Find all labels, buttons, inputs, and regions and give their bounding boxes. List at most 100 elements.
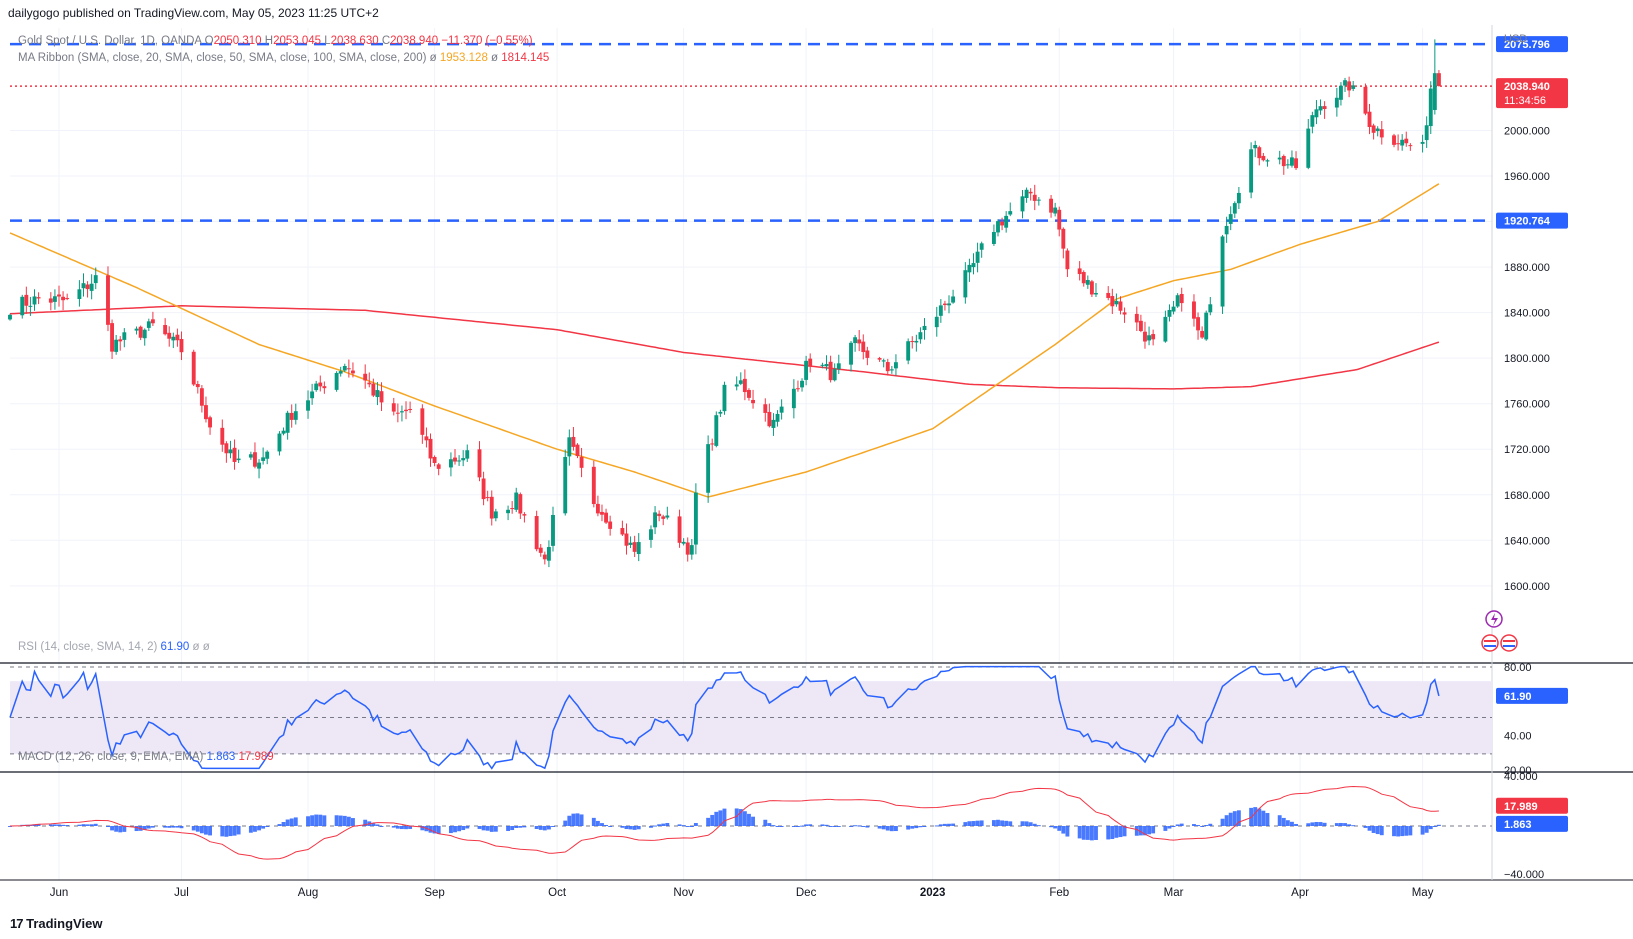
candle[interactable] [171, 332, 176, 349]
candle[interactable] [114, 335, 119, 355]
candle[interactable] [32, 289, 37, 311]
candle[interactable] [1049, 194, 1054, 218]
candle[interactable] [1094, 283, 1098, 297]
candle[interactable] [975, 242, 980, 273]
candle[interactable] [608, 515, 613, 536]
candle[interactable] [1334, 87, 1339, 117]
candle[interactable] [714, 411, 719, 448]
candle[interactable] [938, 299, 943, 323]
candle[interactable] [1089, 279, 1094, 298]
candle[interactable] [1400, 134, 1405, 151]
candle[interactable] [1420, 134, 1425, 153]
candle[interactable] [893, 354, 898, 376]
candle[interactable] [1343, 77, 1347, 92]
candle[interactable] [285, 410, 290, 440]
candle[interactable] [1085, 275, 1090, 289]
candle[interactable] [138, 325, 143, 341]
candle[interactable] [1163, 310, 1168, 343]
candle[interactable] [947, 295, 951, 314]
candle[interactable] [134, 326, 139, 335]
candle[interactable] [1363, 83, 1368, 116]
candle[interactable] [861, 334, 866, 360]
candle[interactable] [1024, 187, 1029, 203]
candle[interactable] [506, 505, 511, 521]
candle[interactable] [1224, 216, 1229, 243]
candle[interactable] [1367, 103, 1372, 135]
candle[interactable] [849, 341, 853, 372]
candle[interactable] [967, 258, 972, 282]
us-flag-icon[interactable] [1481, 634, 1499, 652]
candle[interactable] [8, 313, 12, 321]
candle[interactable] [395, 403, 400, 423]
candle[interactable] [375, 382, 380, 406]
candle[interactable] [489, 490, 494, 526]
candle[interactable] [465, 444, 470, 462]
candle[interactable] [620, 520, 625, 537]
candle[interactable] [857, 329, 862, 352]
candle[interactable] [408, 401, 413, 414]
candle[interactable] [791, 379, 796, 419]
candle[interactable] [106, 266, 110, 332]
candle[interactable] [575, 443, 580, 459]
candle[interactable] [522, 512, 527, 523]
candle[interactable] [1306, 119, 1311, 170]
candle[interactable] [951, 289, 956, 304]
candle[interactable] [224, 441, 229, 463]
candle[interactable] [1253, 140, 1258, 158]
candle[interactable] [310, 383, 315, 405]
candle[interactable] [804, 355, 809, 386]
candle[interactable] [146, 318, 151, 331]
candle[interactable] [518, 492, 523, 520]
candle[interactable] [334, 371, 339, 392]
candle[interactable] [934, 306, 939, 337]
candle[interactable] [636, 533, 641, 562]
candle[interactable] [563, 449, 568, 516]
candle[interactable] [167, 326, 172, 347]
candle[interactable] [163, 318, 168, 336]
candle[interactable] [261, 447, 266, 465]
candle[interactable] [514, 487, 519, 513]
candle[interactable] [1196, 312, 1200, 340]
candle[interactable] [808, 353, 813, 373]
candle[interactable] [1408, 143, 1413, 151]
candle[interactable] [457, 455, 462, 466]
candle[interactable] [1257, 145, 1262, 166]
candle[interactable] [1081, 270, 1086, 287]
candle[interactable] [1000, 217, 1005, 231]
candle[interactable] [542, 551, 547, 565]
candle[interactable] [61, 291, 66, 311]
candle[interactable] [1175, 293, 1180, 308]
candle[interactable] [253, 442, 257, 469]
candle[interactable] [706, 435, 711, 503]
candle[interactable] [118, 336, 123, 351]
candle[interactable] [420, 404, 425, 444]
candle[interactable] [424, 427, 429, 448]
candle[interactable] [906, 338, 911, 365]
candle[interactable] [546, 540, 551, 568]
candle[interactable] [1008, 202, 1013, 217]
candle[interactable] [800, 378, 804, 392]
candle[interactable] [571, 427, 576, 451]
candle[interactable] [404, 401, 408, 420]
candle[interactable] [1208, 296, 1213, 316]
candle[interactable] [1265, 158, 1270, 167]
candle[interactable] [538, 544, 543, 557]
candle[interactable] [485, 490, 490, 502]
candle[interactable] [52, 289, 57, 310]
candle[interactable] [734, 376, 739, 391]
candle[interactable] [363, 364, 368, 389]
candle[interactable] [677, 509, 682, 548]
candle[interactable] [24, 286, 29, 314]
candle[interactable] [991, 224, 996, 246]
candle[interactable] [832, 363, 837, 382]
candle[interactable] [628, 536, 633, 549]
candle[interactable] [1249, 142, 1254, 199]
candle[interactable] [836, 354, 841, 375]
candle[interactable] [1134, 306, 1139, 331]
macd-signal-line[interactable] [9, 785, 1439, 860]
candle[interactable] [436, 463, 441, 476]
candle[interactable] [1057, 206, 1062, 237]
candle[interactable] [742, 369, 747, 401]
candle[interactable] [142, 328, 147, 346]
